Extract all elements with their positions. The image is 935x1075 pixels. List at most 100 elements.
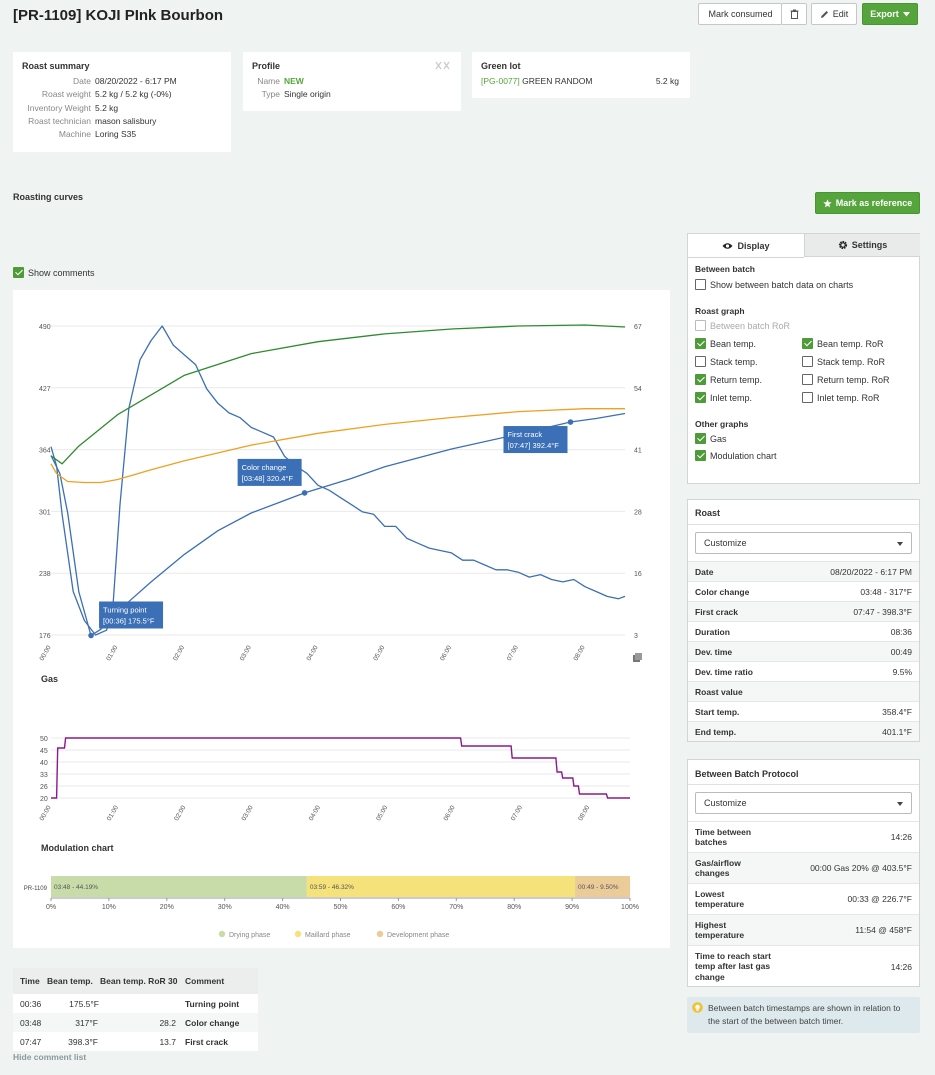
annotation-label: Color change — [242, 463, 287, 472]
y-right-tick-label: 3 — [634, 633, 638, 640]
option-bean-temp[interactable]: Bean temp. — [695, 338, 756, 349]
option-bean-temp-ror[interactable]: Bean temp. RoR — [802, 338, 884, 349]
summary-value: 08/20/2022 - 6:17 PM — [95, 76, 177, 86]
option-stack-temp[interactable]: Stack temp. — [695, 356, 758, 367]
option-label: Show between batch data on charts — [710, 279, 854, 290]
tab-settings-label: Settings — [851, 240, 888, 250]
roast-customize-select[interactable]: Customize — [695, 532, 912, 554]
y-right-tick-label: 28 — [634, 509, 642, 516]
roast-graph[interactable]: 490 427 364 301 238 176 67 54 41 28 16 3 00:00 01:00 0… — [13, 290, 670, 665]
x-tick-label: 40% — [276, 904, 290, 911]
option-label: Return temp. RoR — [817, 374, 890, 385]
mark-as-reference-button[interactable]: Mark as reference — [815, 192, 920, 214]
checkbox[interactable] — [695, 356, 706, 367]
x-tick-label: 02:00 — [173, 804, 187, 822]
row-value: 14:26 — [890, 961, 912, 972]
checkbox[interactable] — [695, 392, 706, 403]
between-batch-customize-select[interactable]: Customize — [695, 792, 912, 814]
cell-comment: First crack — [185, 1036, 228, 1047]
tab-display-label: Display — [737, 240, 770, 251]
row-key: Gas/airflow changes — [695, 857, 741, 879]
checkbox[interactable] — [802, 392, 813, 403]
option-gas[interactable]: Gas — [695, 433, 727, 444]
y-tick-label: 50 — [40, 736, 48, 743]
checkbox[interactable] — [695, 374, 706, 385]
export-button[interactable]: Export — [862, 3, 918, 25]
annotation-box — [99, 601, 164, 629]
mark-consumed-label: Mark consumed — [708, 9, 773, 19]
gear-icon — [838, 240, 847, 250]
summary-row: Inventory Weight 5.2 kg — [17, 102, 177, 115]
roast-summary-title: Roast summary — [22, 61, 90, 71]
x-tick-label: 05:00 — [372, 644, 386, 662]
checkbox[interactable] — [695, 279, 706, 290]
y-tick-label: 33 — [40, 772, 48, 779]
option-return-temp[interactable]: Return temp. — [695, 374, 762, 385]
profile-type-key: Type — [261, 89, 280, 99]
annotation-detail: [03:48] 320.4°F — [242, 474, 294, 483]
col-ror-header: Bean temp. RoR 30 — [100, 976, 178, 986]
y-left-tick-label: 176 — [39, 633, 51, 640]
option-between-batch[interactable]: Show between batch data on charts — [695, 279, 853, 290]
checkbox[interactable] — [802, 356, 813, 367]
unlink-profile-icon[interactable] — [435, 60, 451, 70]
green-lot-code-link[interactable]: [PG-0077] — [481, 76, 520, 86]
show-comments-toggle[interactable]: Show comments — [13, 267, 95, 278]
checkbox[interactable] — [802, 374, 813, 385]
checkbox[interactable] — [695, 450, 706, 461]
legend-label: Drying phase — [229, 932, 270, 939]
phase-bar-label: 03:48 - 44.19% — [54, 884, 98, 891]
checkbox[interactable] — [802, 338, 813, 349]
profile-name-key: Name — [257, 76, 280, 86]
y-tick-label: 45 — [40, 748, 48, 755]
row-value: 08/20/2022 - 6:17 PM — [830, 566, 912, 577]
legend-swatch — [376, 930, 384, 938]
show-comments-checkbox[interactable] — [13, 267, 24, 278]
row-value: 11:54 @ 458°F — [855, 925, 912, 935]
between-batch-row: Gas/airflow changes 00:00 Gas 20% @ 403.5… — [688, 852, 919, 883]
mark-consumed-button[interactable]: Mark consumed — [698, 3, 782, 25]
summary-key: Date — [73, 76, 91, 86]
edit-button[interactable]: Edit — [811, 3, 857, 25]
row-key: First crack — [695, 606, 738, 617]
option-stack-temp-ror[interactable]: Stack temp. RoR — [802, 356, 885, 367]
option-modulation-chart[interactable]: Modulation chart — [695, 450, 777, 461]
tab-display[interactable]: Display — [688, 234, 804, 257]
expand-chart-icon[interactable] — [632, 652, 643, 663]
checkbox[interactable] — [695, 433, 706, 444]
option-label: Inlet temp. RoR — [817, 392, 880, 403]
hide-comment-list-link[interactable]: Hide comment list — [13, 1052, 87, 1062]
x-tick-label: 06:00 — [439, 644, 453, 662]
option-inlet-temp[interactable]: Inlet temp. — [695, 392, 752, 403]
roast-row: End temp. 401.1°F — [688, 721, 919, 741]
category-label: PR-1109 — [24, 886, 48, 892]
option-inlet-temp-ror[interactable]: Inlet temp. RoR — [802, 392, 880, 403]
modulation-graph[interactable]: PR-1109 03:48 - 44.19% 03:59 - 46.32% 00:49… — [13, 868, 670, 946]
gas-chart-title: Gas — [41, 674, 59, 684]
profile-name-link[interactable]: NEW — [284, 76, 304, 86]
roast-row: Roast value — [688, 681, 919, 701]
annotation-label: Turning point — [103, 605, 147, 614]
table-row: 00:36 175.5°F Turning point — [13, 994, 258, 1013]
row-key: Dev. time ratio — [695, 666, 753, 677]
x-tick-label: 50% — [333, 904, 347, 911]
x-tick-label: 0% — [46, 904, 56, 911]
col-bean-temp-header: Bean temp. — [47, 976, 93, 986]
row-key: Duration — [695, 626, 730, 637]
row-key: Highest temperature — [695, 919, 745, 941]
tab-settings[interactable]: Settings — [804, 234, 920, 257]
cell-comment: Color change — [185, 1017, 240, 1028]
cell-time: 07:47 — [20, 1036, 42, 1047]
row-value: 07:47 - 398.3°F — [853, 606, 912, 617]
y-right-tick-label: 54 — [634, 386, 642, 393]
delete-button[interactable] — [781, 3, 807, 25]
option-label: Inlet temp. — [710, 392, 753, 403]
mark-as-reference-label: Mark as reference — [835, 198, 913, 208]
option-label: Bean temp. — [710, 338, 757, 349]
option-return-temp-ror[interactable]: Return temp. RoR — [802, 374, 890, 385]
y-left-tick-label: 364 — [39, 448, 51, 455]
lightbulb-icon — [692, 1002, 703, 1013]
cell-ror: 13.7 — [159, 1036, 176, 1047]
checkbox[interactable] — [695, 338, 706, 349]
